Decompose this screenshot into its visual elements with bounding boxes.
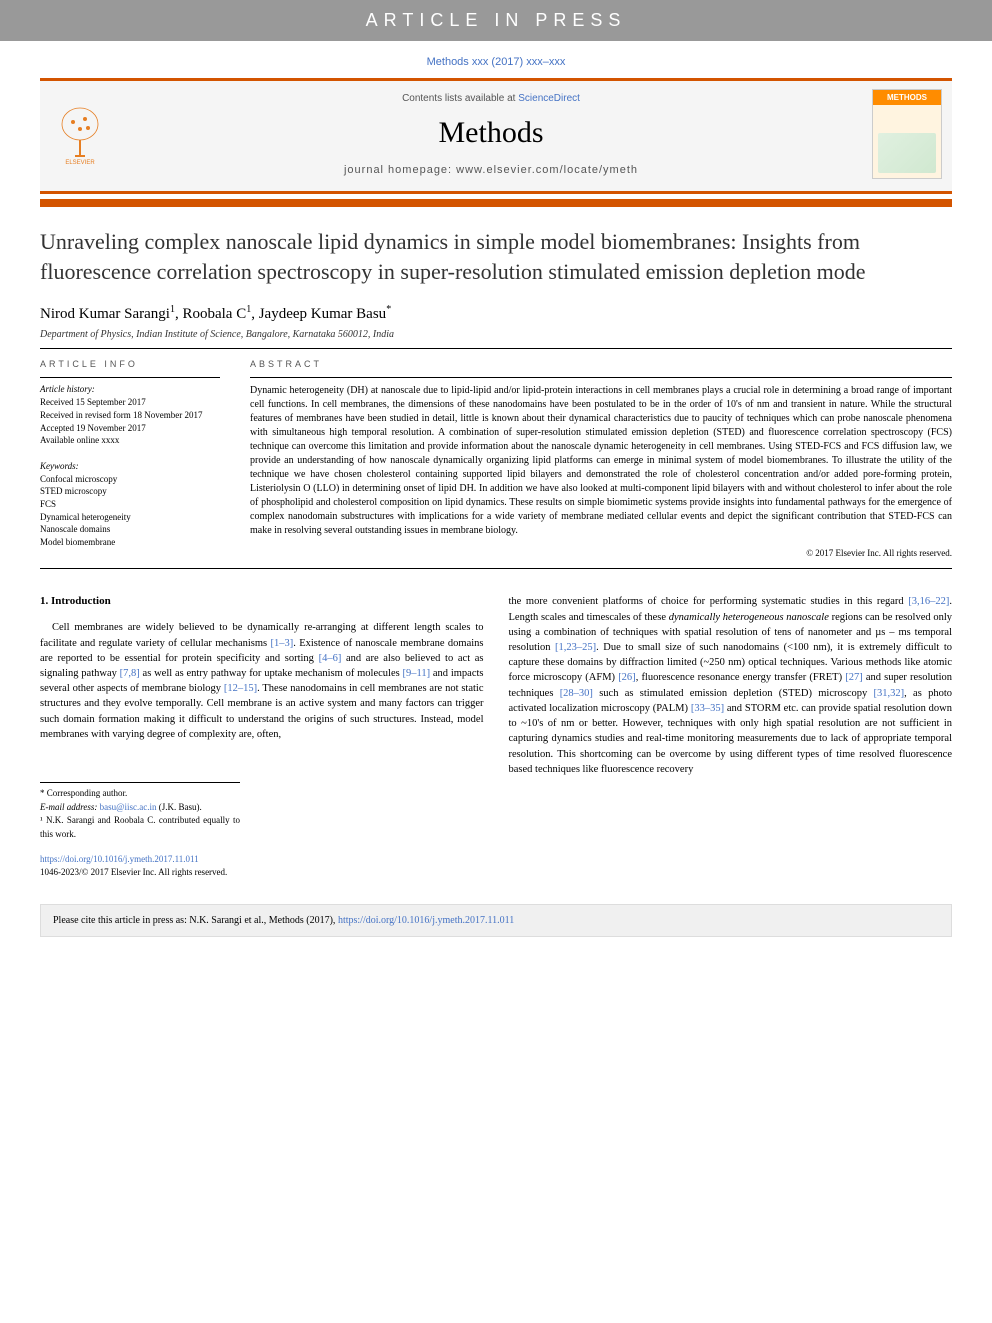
history-item: Accepted 19 November 2017 bbox=[40, 422, 220, 435]
intro-paragraph: Cell membranes are widely believed to be… bbox=[40, 620, 484, 742]
journal-header: ELSEVIER Contents lists available at Sci… bbox=[40, 81, 952, 191]
issn-copyright: 1046-2023/© 2017 Elsevier Inc. All right… bbox=[40, 866, 484, 879]
email-line: E-mail address: basu@iisc.ac.in (J.K. Ba… bbox=[40, 801, 240, 815]
intro-paragraph-cont: the more convenient platforms of choice … bbox=[509, 594, 953, 777]
citation-link[interactable]: [26] bbox=[618, 672, 636, 683]
body-column-left: 1. Introduction Cell membranes are widel… bbox=[40, 594, 484, 879]
elsevier-logo: ELSEVIER bbox=[50, 99, 110, 169]
divider bbox=[40, 568, 952, 569]
citation-top: Methods xxx (2017) xxx–xxx bbox=[0, 41, 992, 78]
elsevier-tree-icon: ELSEVIER bbox=[55, 104, 105, 164]
article-title: Unraveling complex nanoscale lipid dynam… bbox=[40, 227, 952, 286]
citation-link[interactable]: [9–11] bbox=[402, 668, 430, 679]
journal-homepage-line: journal homepage: www.elsevier.com/locat… bbox=[110, 164, 872, 176]
homepage-prefix: journal homepage: bbox=[344, 164, 456, 176]
sciencedirect-link[interactable]: ScienceDirect bbox=[518, 93, 580, 104]
contents-prefix: Contents lists available at bbox=[402, 93, 518, 104]
citation-link[interactable]: [7,8] bbox=[120, 668, 140, 679]
article-in-press-banner: ARTICLE IN PRESS bbox=[0, 0, 992, 41]
contribution-note: ¹ N.K. Sarangi and Roobala C. contribute… bbox=[40, 814, 240, 841]
citation-link[interactable]: [12–15] bbox=[224, 683, 257, 694]
author-3: Jaydeep Kumar Basu bbox=[259, 306, 386, 322]
history-item: Available online xxxx bbox=[40, 434, 220, 447]
abstract-copyright: © 2017 Elsevier Inc. All rights reserved… bbox=[250, 548, 952, 558]
thick-rule bbox=[40, 199, 952, 207]
authors-line: Nirod Kumar Sarangi1, Roobala C1, Jaydee… bbox=[40, 304, 952, 323]
author-3-sup: * bbox=[386, 304, 391, 315]
citation-link[interactable]: [1,23–25] bbox=[555, 642, 596, 653]
keyword: STED microscopy bbox=[40, 485, 220, 498]
keyword: FCS bbox=[40, 498, 220, 511]
citation-link[interactable]: [3,16–22] bbox=[908, 596, 949, 607]
homepage-url[interactable]: www.elsevier.com/locate/ymeth bbox=[456, 164, 638, 176]
corresponding-author-note: * Corresponding author. bbox=[40, 787, 240, 801]
abstract-text: Dynamic heterogeneity (DH) at nanoscale … bbox=[250, 384, 952, 538]
keyword: Nanoscale domains bbox=[40, 523, 220, 536]
keywords-label: Keywords: bbox=[40, 461, 220, 471]
author-1: Nirod Kumar Sarangi bbox=[40, 306, 170, 322]
cite-footer-link[interactable]: https://doi.org/10.1016/j.ymeth.2017.11.… bbox=[338, 915, 514, 926]
doi-block: https://doi.org/10.1016/j.ymeth.2017.11.… bbox=[40, 853, 484, 879]
section-heading-intro: 1. Introduction bbox=[40, 594, 484, 610]
svg-text:ELSEVIER: ELSEVIER bbox=[65, 160, 95, 164]
article-info-label: ARTICLE INFO bbox=[40, 359, 220, 369]
keyword: Confocal microscopy bbox=[40, 473, 220, 486]
citation-link[interactable]: [31,32] bbox=[874, 688, 905, 699]
footnotes: * Corresponding author. E-mail address: … bbox=[40, 782, 240, 841]
header-bottom-rule bbox=[40, 191, 952, 194]
body-column-right: the more convenient platforms of choice … bbox=[509, 594, 953, 879]
keyword: Model biomembrane bbox=[40, 536, 220, 549]
cite-footer-text: Please cite this article in press as: N.… bbox=[53, 915, 338, 926]
divider bbox=[40, 348, 952, 349]
history-item: Received in revised form 18 November 201… bbox=[40, 409, 220, 422]
contents-available-line: Contents lists available at ScienceDirec… bbox=[110, 93, 872, 104]
citation-link[interactable]: [1–3] bbox=[270, 638, 293, 649]
cite-footer-box: Please cite this article in press as: N.… bbox=[40, 904, 952, 937]
affiliation: Department of Physics, Indian Institute … bbox=[40, 329, 952, 340]
citation-link[interactable]: [4–6] bbox=[319, 653, 342, 664]
citation-link[interactable]: [28–30] bbox=[560, 688, 593, 699]
doi-link[interactable]: https://doi.org/10.1016/j.ymeth.2017.11.… bbox=[40, 854, 199, 864]
thumb-title: METHODS bbox=[873, 90, 941, 105]
author-2: Roobala C bbox=[182, 306, 246, 322]
journal-name: Methods bbox=[110, 116, 872, 150]
history-label: Article history: bbox=[40, 384, 220, 394]
keyword: Dynamical heterogeneity bbox=[40, 511, 220, 524]
email-link[interactable]: basu@iisc.ac.in bbox=[100, 802, 157, 812]
citation-link[interactable]: [27] bbox=[845, 672, 863, 683]
abstract-label: ABSTRACT bbox=[250, 359, 952, 369]
history-item: Received 15 September 2017 bbox=[40, 396, 220, 409]
citation-link[interactable]: [33–35] bbox=[691, 703, 724, 714]
journal-cover-thumbnail: METHODS bbox=[872, 89, 942, 179]
